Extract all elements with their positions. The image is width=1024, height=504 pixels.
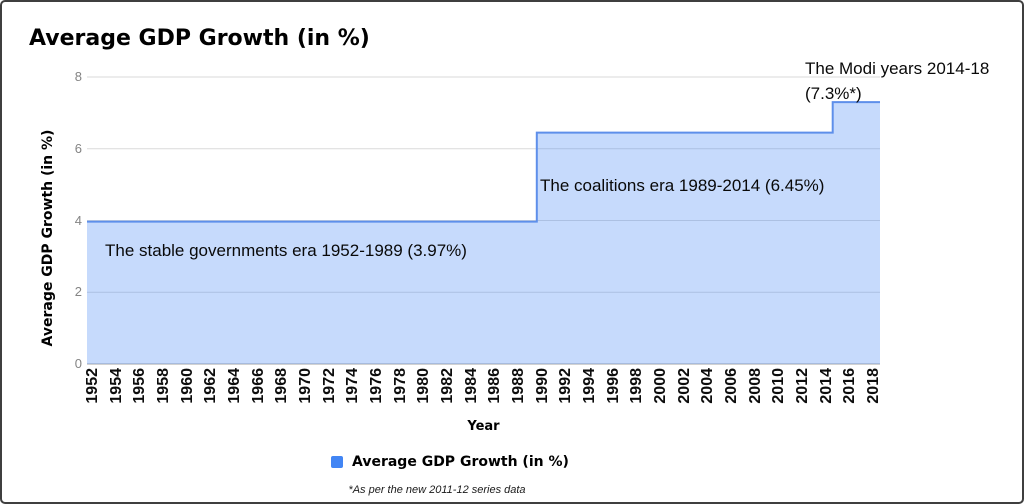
y-tick-label: 6 bbox=[74, 140, 82, 156]
x-tick-label: 2002 bbox=[675, 368, 693, 404]
x-tick-label: 1996 bbox=[604, 368, 622, 404]
x-tick-label: 1974 bbox=[344, 368, 362, 404]
y-tick-label: 8 bbox=[74, 69, 82, 84]
y-tick-label: 2 bbox=[74, 284, 82, 300]
x-tick-label: 1992 bbox=[557, 368, 575, 404]
x-tick-label: 1976 bbox=[367, 368, 385, 404]
x-tick-label: 1962 bbox=[202, 368, 220, 404]
x-tick-label: 2004 bbox=[699, 368, 717, 404]
chart-title: Average GDP Growth (in %) bbox=[29, 26, 370, 51]
x-tick-label: 2016 bbox=[841, 368, 859, 404]
legend-swatch-icon bbox=[331, 456, 343, 468]
x-tick-label: 2010 bbox=[770, 368, 788, 404]
x-tick-label: 1978 bbox=[391, 368, 409, 404]
y-tick-label: 0 bbox=[74, 356, 82, 371]
x-tick-label: 1954 bbox=[107, 368, 125, 404]
annotation-modi-line1: The Modi years 2014-18 bbox=[805, 59, 990, 78]
annotation-modi-era: The Modi years 2014-18 (7.3%*) bbox=[805, 56, 989, 106]
legend: Average GDP Growth (in %) bbox=[331, 454, 569, 470]
x-tick-label: 1998 bbox=[628, 368, 646, 404]
x-tick-label: 1988 bbox=[510, 368, 527, 404]
x-tick-label: 2000 bbox=[652, 368, 670, 404]
annotation-coalitions-era: The coalitions era 1989-2014 (6.45%) bbox=[540, 176, 825, 195]
y-tick-label: 4 bbox=[74, 212, 82, 228]
x-tick-label: 1984 bbox=[462, 368, 480, 404]
annotation-modi-line2: (7.3%*) bbox=[805, 84, 862, 103]
area-outline bbox=[87, 101, 880, 223]
x-tick-label: 1972 bbox=[320, 368, 338, 404]
x-tick-label: 2012 bbox=[794, 368, 812, 404]
x-tick-label: 1970 bbox=[296, 368, 314, 404]
footnote: *As per the new 2011-12 series data bbox=[348, 484, 526, 496]
legend-series-label: Average GDP Growth (in %) bbox=[352, 454, 569, 470]
x-tick-label: 1966 bbox=[249, 368, 267, 404]
x-tick-label: 1964 bbox=[225, 368, 243, 404]
x-tick-label: 1968 bbox=[273, 368, 291, 404]
x-tick-label: 2014 bbox=[817, 368, 835, 404]
area-fill bbox=[87, 102, 880, 364]
x-tick-label: 1994 bbox=[581, 368, 599, 404]
annotation-stable-era: The stable governments era 1952-1989 (3.… bbox=[105, 241, 467, 260]
x-tick-label: 2018 bbox=[865, 368, 883, 404]
x-tick-label: 1980 bbox=[415, 368, 433, 404]
x-tick-label: 1958 bbox=[154, 368, 172, 404]
x-tick-label: 2008 bbox=[746, 368, 764, 404]
x-axis-title: Year bbox=[467, 419, 500, 434]
x-tick-label: 1986 bbox=[486, 368, 504, 404]
x-tick-label: 1952 bbox=[83, 368, 101, 404]
x-tick-label: 1956 bbox=[131, 368, 149, 404]
x-tick-label: 1960 bbox=[178, 368, 196, 404]
x-tick-label: 1982 bbox=[438, 368, 456, 404]
x-tick-label: 1990 bbox=[533, 368, 551, 404]
x-tick-label: 2006 bbox=[723, 368, 741, 404]
